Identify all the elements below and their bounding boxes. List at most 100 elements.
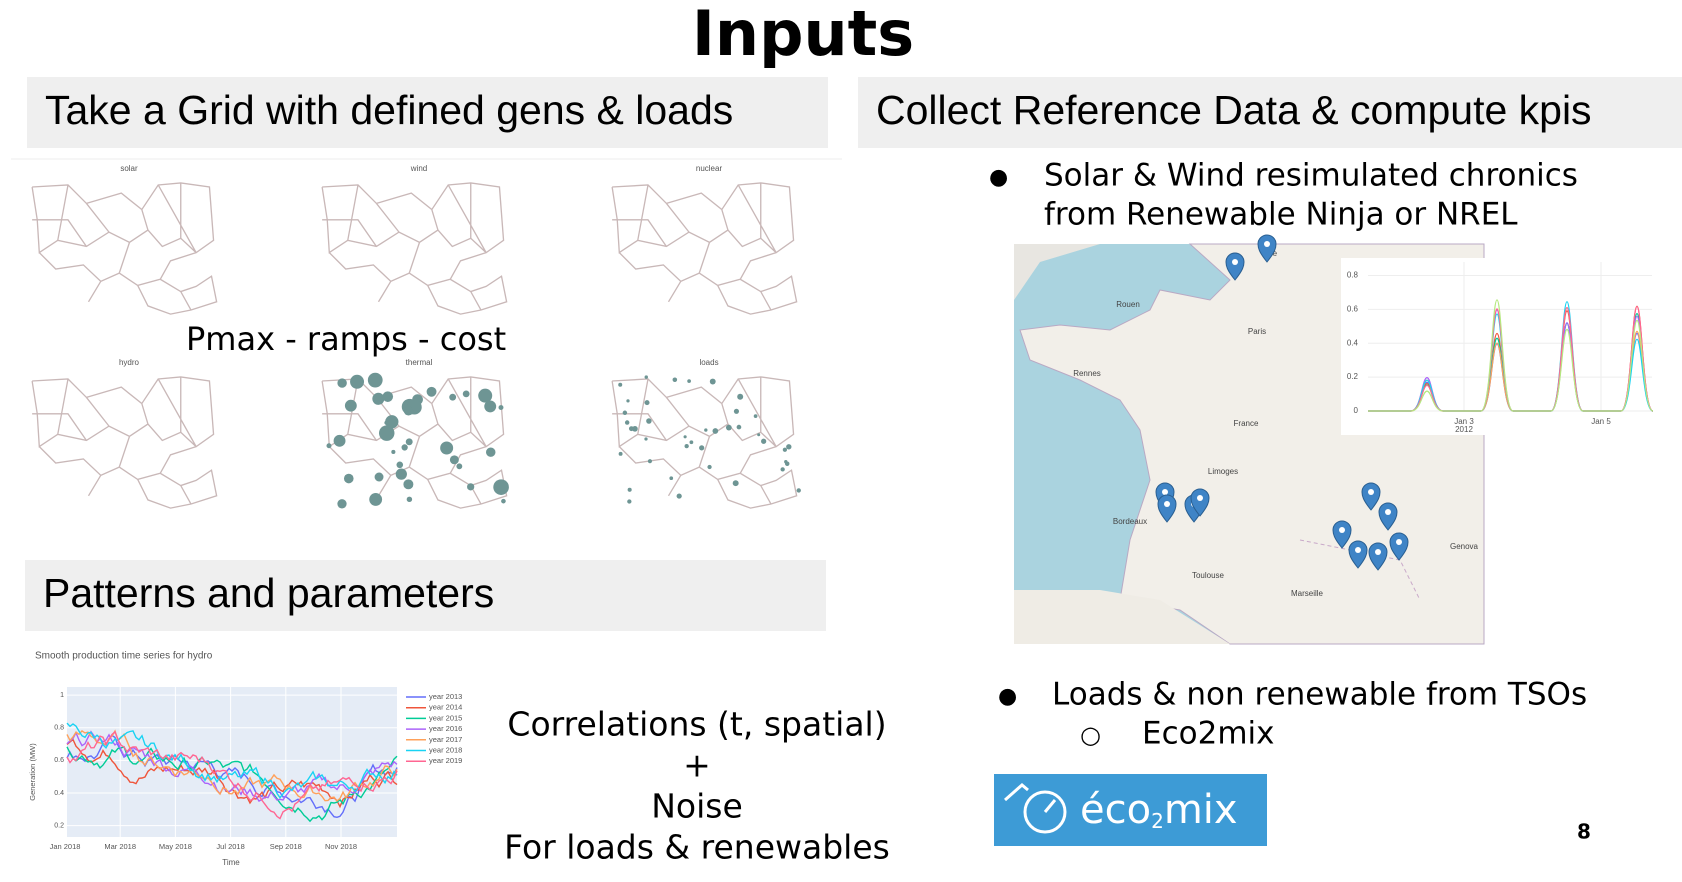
- logo-icon: [1004, 783, 1057, 813]
- series-line: [66, 730, 398, 820]
- grid-node: [627, 499, 632, 504]
- map-label: Paris: [1248, 327, 1266, 336]
- map-pin-dot: [1368, 489, 1374, 495]
- series-line: [66, 730, 398, 803]
- header-box: [858, 77, 1682, 148]
- map-pin: [1378, 502, 1398, 531]
- grid-node: [337, 499, 347, 509]
- grid-map-label: solar: [120, 164, 138, 173]
- inset-bg: [1341, 258, 1682, 435]
- text-line: Correlations (t, spatial): [507, 705, 886, 744]
- text-line: For loads & renewables: [504, 828, 890, 867]
- grid-network: [321, 182, 508, 315]
- series-line: [66, 722, 398, 799]
- grid-node: [626, 399, 630, 403]
- map-pin: [1368, 542, 1388, 571]
- grid-node: [379, 425, 395, 441]
- legend-label: year 2017: [429, 735, 462, 744]
- grid-node: [644, 437, 648, 441]
- grid-node: [498, 405, 504, 411]
- grid-node: [672, 377, 678, 383]
- header-box: [27, 77, 828, 148]
- grid-node: [372, 392, 385, 405]
- bullet-text: Solar & Wind resimulated chronics: [1044, 158, 1578, 194]
- grid-node: [786, 444, 792, 450]
- grid-node: [337, 378, 347, 388]
- grid-node: [712, 428, 719, 434]
- map-pin-dot: [1232, 259, 1238, 265]
- grid-node: [704, 428, 708, 432]
- grid-node: [493, 479, 509, 495]
- bullet-text: Loads & non renewable from TSOs: [1052, 677, 1587, 713]
- y-tick-label: 0.6: [54, 757, 64, 764]
- y-tick-label: 0.2: [54, 822, 64, 829]
- grid-node: [385, 415, 399, 429]
- map-pin-dot: [1355, 547, 1361, 553]
- x-tick-label: Mar 2018: [104, 842, 136, 851]
- grid-node: [374, 472, 384, 482]
- map-pin: [1190, 488, 1210, 517]
- grid-node: [449, 455, 459, 465]
- legend-label: year 2014: [429, 703, 462, 712]
- map-pin: [1389, 532, 1409, 561]
- y-tick-label: 1: [60, 692, 64, 699]
- y-tick-label: 0.4: [54, 790, 64, 797]
- grid-panel: solar wind nuclear hydro thermal loads: [31, 164, 801, 509]
- x-tick-label: Jan 3: [1454, 417, 1474, 426]
- chart-title: Smooth production time series for hydro: [35, 651, 213, 662]
- grid-node: [687, 379, 691, 383]
- grid-node: [684, 443, 689, 449]
- text-line: Noise: [651, 787, 743, 826]
- bullet: ●: [998, 684, 1017, 709]
- grid-node: [501, 498, 506, 504]
- grid-node: [757, 433, 761, 437]
- grid-map-label: hydro: [119, 358, 140, 367]
- grid-node: [618, 451, 623, 456]
- section-header: Collect Reference Data & compute kpis: [876, 87, 1592, 133]
- grid-node: [780, 467, 785, 472]
- grid-map-label: wind: [410, 164, 427, 173]
- map-label: Bordeaux: [1113, 517, 1147, 526]
- grid-node: [618, 382, 623, 387]
- x-tick-label: Jan 2018: [50, 842, 81, 851]
- grid-node: [426, 386, 437, 397]
- grid-node: [391, 449, 396, 455]
- y-tick-label: 0.4: [1347, 338, 1359, 347]
- grid-network: [31, 376, 218, 509]
- section-header: Take a Grid with defined gens & loads: [45, 87, 733, 133]
- map-land: [1014, 244, 1100, 300]
- grid-node: [624, 420, 630, 425]
- map-pin-dot: [1396, 539, 1402, 545]
- grid-node: [406, 496, 413, 503]
- map-pin: [1257, 234, 1277, 263]
- grid-node: [644, 375, 648, 379]
- grid-node: [683, 435, 687, 439]
- grid-node: [344, 399, 357, 412]
- grid-node: [709, 378, 716, 385]
- map-pin-dot: [1339, 527, 1345, 533]
- y-tick-label: 0.8: [1347, 271, 1359, 280]
- inset-line: [1368, 299, 1654, 412]
- grid-node: [395, 468, 407, 480]
- map-land: [1014, 590, 1230, 644]
- grid-node: [689, 440, 694, 445]
- grid-node: [405, 438, 413, 446]
- grid-node: [384, 420, 389, 425]
- map-pin-dot: [1264, 241, 1270, 247]
- grid-map-label: thermal: [406, 358, 433, 367]
- grid-node: [647, 459, 653, 464]
- y-tick-label: 0.8: [54, 725, 64, 732]
- x-tick-label: 2012: [1455, 425, 1473, 434]
- grid-node: [333, 434, 346, 447]
- map-pin-dot: [1162, 489, 1168, 495]
- legend-label: year 2018: [429, 745, 462, 754]
- grid-node: [733, 408, 740, 414]
- grid-node: [732, 480, 739, 487]
- grid-node: [449, 393, 457, 401]
- grid-node: [367, 372, 383, 388]
- grid-network: [611, 376, 798, 509]
- map-pin: [1225, 252, 1245, 281]
